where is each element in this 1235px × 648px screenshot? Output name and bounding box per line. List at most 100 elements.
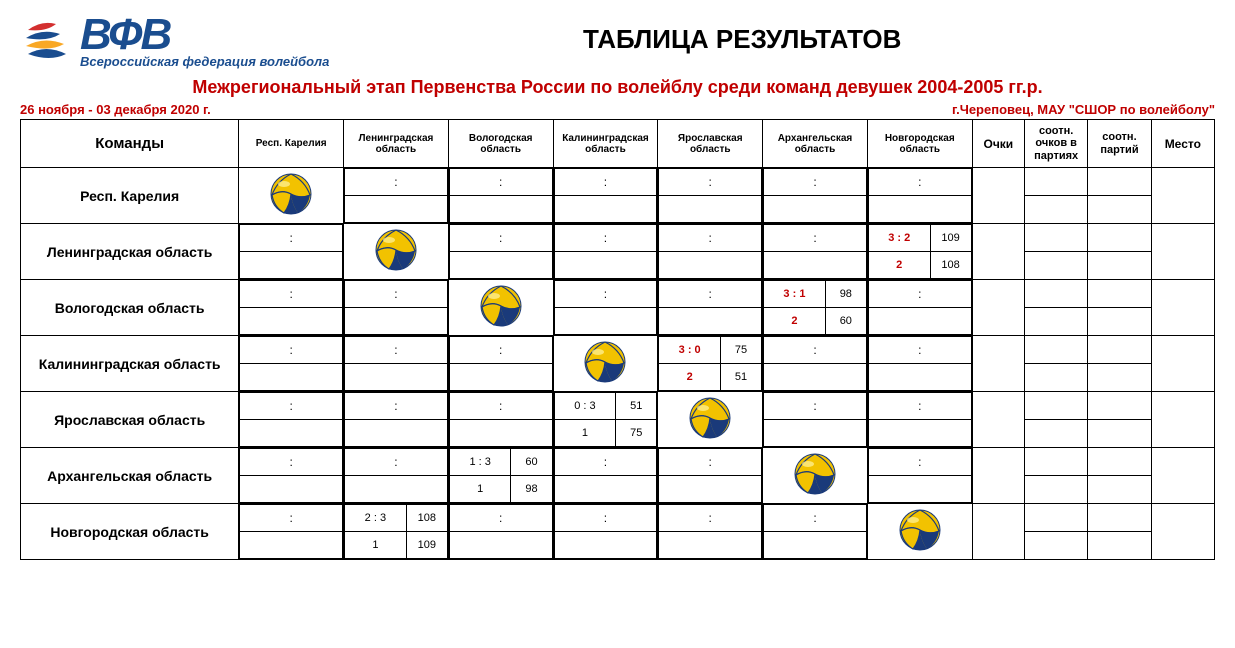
location: г.Череповец, МАУ "СШОР по волейболу" xyxy=(952,102,1215,117)
page-subtitle: Межрегиональный этап Первенства России п… xyxy=(20,77,1215,98)
logo-text: ВФВ xyxy=(80,10,329,60)
points-cell xyxy=(972,336,1024,392)
table-row: Архангельская область::1 : 360198::: xyxy=(21,448,1215,504)
empty-match-cell: : xyxy=(658,280,763,336)
diagonal-cell xyxy=(239,168,344,224)
col-ratio-points: соотн. очков в партиях xyxy=(1025,120,1088,168)
empty-match-cell: : xyxy=(448,392,553,448)
empty-match-cell: : xyxy=(344,168,449,224)
summary-cell xyxy=(1025,504,1088,560)
logo-subtitle: Всероссийская федерация волейбола xyxy=(80,54,329,69)
place-cell xyxy=(1151,448,1214,504)
empty-match-cell: : xyxy=(553,280,658,336)
empty-match-cell: : xyxy=(658,224,763,280)
header-row: ВФВ Всероссийская федерация волейбола ТА… xyxy=(20,10,1215,69)
points-cell xyxy=(972,392,1024,448)
table-row: Ленинградская область:::::3 : 21092108 xyxy=(21,224,1215,280)
volleyball-icon xyxy=(584,341,626,383)
volleyball-icon xyxy=(899,509,941,551)
empty-match-cell: : xyxy=(239,280,344,336)
volleyball-icon xyxy=(689,397,731,439)
col-teams: Команды xyxy=(21,120,239,168)
meta-row: 26 ноября - 03 декабря 2020 г. г.Черепов… xyxy=(20,102,1215,117)
summary-cell xyxy=(1025,168,1088,224)
date-range: 26 ноября - 03 декабря 2020 г. xyxy=(20,102,211,117)
empty-match-cell: : xyxy=(448,168,553,224)
empty-match-cell: : xyxy=(239,336,344,392)
empty-match-cell: : xyxy=(867,280,972,336)
team-name-cell: Новгородская область xyxy=(21,504,239,560)
table-row: Вологодская область::::3 : 198260: xyxy=(21,280,1215,336)
empty-match-cell: : xyxy=(239,224,344,280)
place-cell xyxy=(1151,392,1214,448)
federation-logo-icon xyxy=(20,14,72,66)
summary-cell xyxy=(1088,224,1151,280)
volleyball-icon xyxy=(794,453,836,495)
points-cell xyxy=(972,168,1024,224)
diagonal-cell xyxy=(658,392,763,448)
volleyball-icon xyxy=(375,229,417,271)
points-cell xyxy=(972,448,1024,504)
empty-match-cell: : xyxy=(553,448,658,504)
empty-match-cell: : xyxy=(867,336,972,392)
col-opp-0: Респ. Карелия xyxy=(239,120,344,168)
logo-block: ВФВ Всероссийская федерация волейбола xyxy=(20,10,329,69)
place-cell xyxy=(1151,504,1214,560)
col-points: Очки xyxy=(972,120,1024,168)
empty-match-cell: : xyxy=(344,392,449,448)
empty-match-cell: : xyxy=(867,448,972,504)
place-cell xyxy=(1151,168,1214,224)
diagonal-cell xyxy=(344,224,449,280)
empty-match-cell: : xyxy=(448,336,553,392)
place-cell xyxy=(1151,280,1214,336)
col-opp-4: Ярославская область xyxy=(658,120,763,168)
summary-cell xyxy=(1088,504,1151,560)
empty-match-cell: : xyxy=(239,448,344,504)
empty-match-cell: : xyxy=(867,392,972,448)
team-name-cell: Архангельская область xyxy=(21,448,239,504)
table-row: Новгородская область:2 : 31081109:::: xyxy=(21,504,1215,560)
points-cell xyxy=(972,224,1024,280)
table-body: Респ. Карелия::::::Ленинградская область… xyxy=(21,168,1215,560)
summary-cell xyxy=(1088,448,1151,504)
volleyball-icon xyxy=(480,285,522,327)
team-name-cell: Ярославская область xyxy=(21,392,239,448)
table-row: Респ. Карелия:::::: xyxy=(21,168,1215,224)
empty-match-cell: : xyxy=(658,448,763,504)
results-table: Команды Респ. Карелия Ленинградская обла… xyxy=(20,119,1215,560)
empty-match-cell: : xyxy=(763,224,868,280)
summary-cell xyxy=(1025,448,1088,504)
empty-match-cell: : xyxy=(763,168,868,224)
place-cell xyxy=(1151,336,1214,392)
empty-match-cell: : xyxy=(553,168,658,224)
points-cell xyxy=(972,280,1024,336)
match-cell: 2 : 31081109 xyxy=(344,504,449,560)
col-opp-5: Архангельская область xyxy=(763,120,868,168)
empty-match-cell: : xyxy=(344,336,449,392)
summary-cell xyxy=(1025,224,1088,280)
team-name-cell: Вологодская область xyxy=(21,280,239,336)
empty-match-cell: : xyxy=(239,504,344,560)
empty-match-cell: : xyxy=(763,504,868,560)
match-cell: 3 : 075251 xyxy=(658,336,763,392)
summary-cell xyxy=(1025,392,1088,448)
summary-cell xyxy=(1088,392,1151,448)
page-title: ТАБЛИЦА РЕЗУЛЬТАТОВ xyxy=(349,24,1135,55)
summary-cell xyxy=(1088,168,1151,224)
diagonal-cell xyxy=(763,448,868,504)
empty-match-cell: : xyxy=(344,280,449,336)
col-ratio-sets: соотн. партий xyxy=(1088,120,1151,168)
team-name-cell: Ленинградская область xyxy=(21,224,239,280)
empty-match-cell: : xyxy=(553,224,658,280)
empty-match-cell: : xyxy=(344,448,449,504)
match-cell: 3 : 21092108 xyxy=(867,224,972,280)
empty-match-cell: : xyxy=(553,504,658,560)
empty-match-cell: : xyxy=(448,224,553,280)
summary-cell xyxy=(1025,280,1088,336)
summary-cell xyxy=(1088,280,1151,336)
table-row: Ярославская область:::0 : 351175:: xyxy=(21,392,1215,448)
match-cell: 0 : 351175 xyxy=(553,392,658,448)
empty-match-cell: : xyxy=(867,168,972,224)
diagonal-cell xyxy=(448,280,553,336)
empty-match-cell: : xyxy=(763,336,868,392)
